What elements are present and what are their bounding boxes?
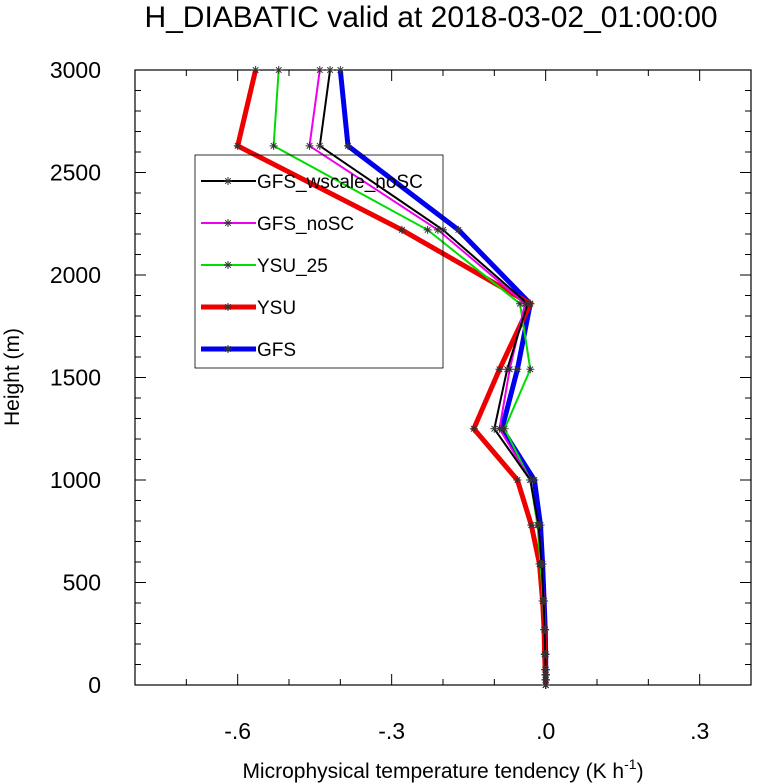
series-marker <box>315 141 324 150</box>
series-markers <box>233 66 550 689</box>
x-axis-ticks: -.6 -.3 .0 .3 <box>134 70 752 744</box>
series-marker <box>500 424 509 433</box>
y-tick-label: 1000 <box>50 467 101 493</box>
y-tick-label: 2500 <box>50 160 101 186</box>
series-marker <box>527 521 536 530</box>
series-marker <box>516 299 524 308</box>
series-marker <box>269 141 278 150</box>
series-marker <box>503 365 512 374</box>
x-axis-label-superscript: -1 <box>624 756 637 772</box>
series-marker <box>495 365 504 374</box>
y-tick-label: 3000 <box>50 57 101 83</box>
y-tick-label: 500 <box>63 570 101 596</box>
legend: GFS_wscale_noSC GFS_noSC YSU_25 YSU GFS <box>194 154 444 369</box>
series-line <box>234 69 549 685</box>
series-marker <box>224 345 232 353</box>
legend-label: YSU <box>257 298 296 319</box>
series-marker <box>513 476 522 484</box>
series-marker <box>495 424 504 433</box>
series-marker <box>541 675 550 684</box>
series-line <box>318 69 547 685</box>
series-marker <box>490 424 499 433</box>
legend-label: YSU_25 <box>257 256 328 277</box>
series-marker <box>539 596 548 605</box>
series-marker <box>224 261 232 269</box>
series-layer <box>233 66 550 689</box>
series-marker <box>305 141 314 150</box>
series-marker <box>224 303 232 311</box>
series-marker <box>523 299 532 308</box>
series-marker <box>541 650 550 659</box>
series-marker <box>534 521 543 530</box>
series-marker <box>423 225 432 234</box>
series-marker <box>251 66 260 74</box>
legend-label: GFS_wscale_noSC <box>257 172 423 193</box>
series-marker <box>326 66 335 74</box>
series-marker <box>541 681 550 689</box>
y-axis-ticks: 0 500 1000 1500 2000 2500 3000 <box>50 57 751 698</box>
chart-title: H_DIABATIC valid at 2018-03-02_01:00:00 <box>144 1 717 34</box>
legend-label: GFS <box>257 340 296 361</box>
series-marker <box>454 225 463 234</box>
series-marker <box>541 670 550 679</box>
x-tick-label: -.3 <box>378 718 405 744</box>
series-marker <box>541 665 550 674</box>
x-tick-label: .3 <box>690 718 709 744</box>
y-tick-label: 1500 <box>50 365 101 391</box>
series-marker <box>540 625 549 634</box>
series-marker <box>526 365 535 374</box>
y-tick-label: 2000 <box>50 262 101 288</box>
y-tick-label: 0 <box>88 672 101 698</box>
series-marker <box>224 219 232 227</box>
series-marker <box>526 476 535 484</box>
legend-label: GFS_noSC <box>257 214 354 235</box>
series-marker <box>537 560 546 569</box>
series-marker <box>397 225 406 234</box>
series-marker <box>336 66 345 74</box>
legend-box <box>194 154 444 369</box>
x-axis-label-main: Microphysical temperature tendency (K h <box>242 760 624 783</box>
series-marker <box>344 141 353 150</box>
series-marker <box>233 141 242 150</box>
series-marker <box>274 66 283 74</box>
series-marker <box>513 365 522 374</box>
series-marker <box>433 225 442 234</box>
y-axis-label: Height (m) <box>1 328 24 426</box>
series-marker <box>530 476 539 484</box>
series-marker <box>469 424 478 433</box>
series-marker <box>315 66 324 74</box>
series-marker <box>224 177 232 185</box>
x-tick-label: .0 <box>536 718 555 744</box>
x-axis-label: Microphysical temperature tendency (K h-… <box>242 756 643 783</box>
x-tick-label: -.6 <box>224 718 251 744</box>
x-axis-label-close: ) <box>637 760 644 783</box>
